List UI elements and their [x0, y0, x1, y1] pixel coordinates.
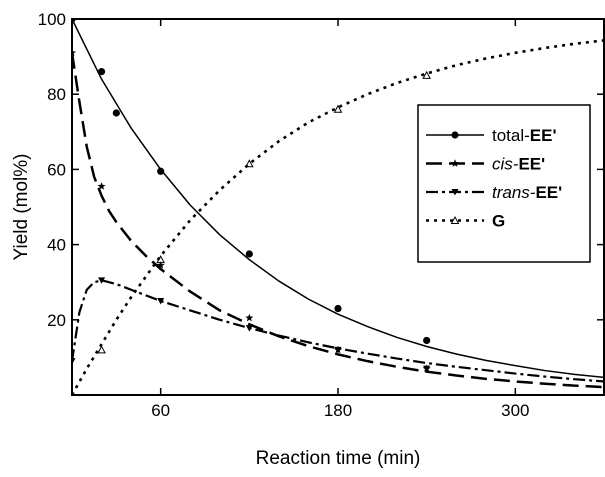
series-1-point [245, 313, 254, 322]
legend-marker [451, 159, 459, 167]
x-tick-label: 60 [151, 401, 170, 420]
legend-item-0: total-EE' [426, 126, 557, 145]
series-2-point [98, 277, 106, 284]
series-3-point [333, 104, 343, 113]
series-3-point [244, 159, 254, 168]
x-tick-label: 300 [501, 401, 529, 420]
legend-label: cis-EE' [492, 155, 545, 174]
legend-box [417, 104, 591, 263]
series-3-point [97, 345, 106, 354]
series-1-point [97, 182, 106, 190]
series-line-2 [72, 279, 604, 383]
series-2-point [157, 298, 165, 305]
series-0-point [97, 68, 106, 76]
y-tick-label: 100 [38, 10, 66, 29]
x-tick-label: 180 [324, 401, 352, 420]
series-3-point [422, 70, 432, 79]
legend-marker [450, 215, 460, 224]
series-line-3 [72, 39, 604, 395]
legend-item-1: cis-EE' [426, 155, 545, 174]
series-0-point [423, 336, 431, 345]
legend: total-EE' cis-EE' trans-EE' G [417, 104, 591, 263]
y-tick-label: 80 [47, 85, 66, 104]
legend-marker [451, 131, 459, 139]
series-3-point [156, 255, 166, 264]
series-0-point [157, 167, 165, 175]
legend-label: G [492, 212, 505, 231]
ticks-layer: 60 180 300 20 40 60 80 100 [38, 10, 604, 420]
y-tick-label: 40 [47, 236, 66, 255]
legend-item-3: G [426, 212, 505, 231]
series-2-point [423, 365, 431, 373]
series-0 [72, 19, 604, 379]
legend-marker [451, 189, 459, 196]
series-2-point [334, 346, 342, 354]
legend-label: trans-EE' [492, 183, 562, 202]
series-0-point [245, 250, 253, 258]
series-1-point [156, 261, 165, 269]
y-tick-label: 60 [47, 160, 66, 179]
series-line-1 [72, 52, 604, 389]
y-axis-title: Yield (mol%) [11, 154, 32, 261]
series-0-point [112, 109, 120, 117]
series-2 [72, 277, 604, 383]
x-axis-title: Reaction time (min) [256, 448, 421, 469]
series-2-point [245, 325, 253, 332]
y-tick-label: 20 [47, 311, 66, 330]
legend-label: total-EE' [492, 126, 557, 145]
series-0-point [334, 304, 342, 313]
legend-item-2: trans-EE' [426, 183, 562, 202]
